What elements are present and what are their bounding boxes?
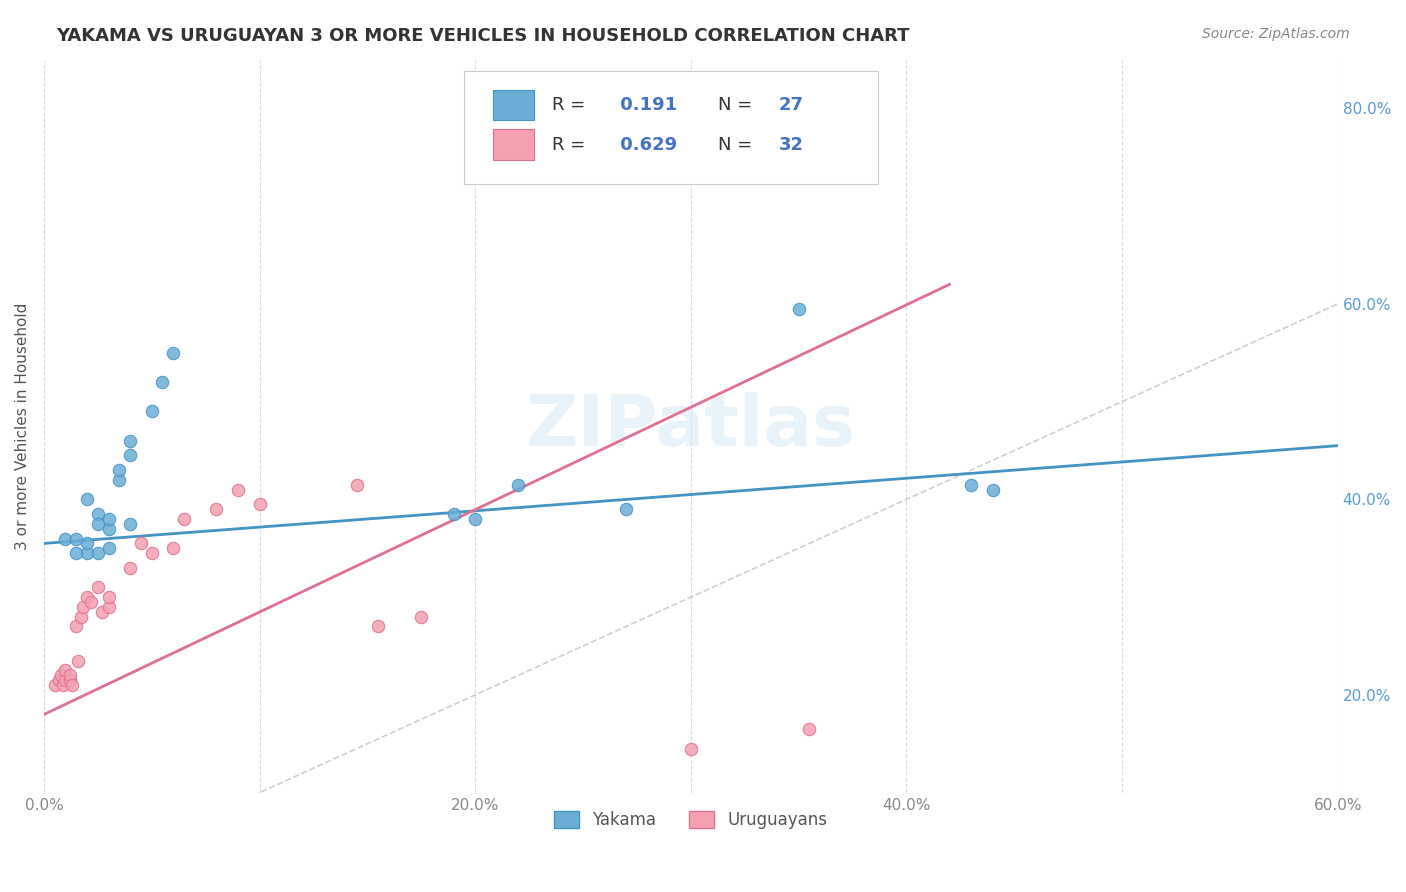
Point xyxy=(49,668,72,682)
Point xyxy=(464,512,486,526)
Point xyxy=(48,673,70,688)
FancyBboxPatch shape xyxy=(494,129,534,160)
Point xyxy=(960,477,983,491)
Text: 0.191: 0.191 xyxy=(614,96,678,114)
Point xyxy=(152,375,174,389)
Point xyxy=(44,678,66,692)
Point xyxy=(65,532,87,546)
Point xyxy=(65,619,87,633)
Point xyxy=(80,595,103,609)
Point xyxy=(97,512,120,526)
Point xyxy=(76,536,98,550)
Text: YAKAMA VS URUGUAYAN 3 OR MORE VEHICLES IN HOUSEHOLD CORRELATION CHART: YAKAMA VS URUGUAYAN 3 OR MORE VEHICLES I… xyxy=(56,27,910,45)
Point xyxy=(508,477,530,491)
Point xyxy=(367,619,389,633)
Point xyxy=(97,541,120,556)
Text: N =: N = xyxy=(718,136,758,153)
Text: N =: N = xyxy=(718,96,758,114)
Point xyxy=(97,590,120,604)
Point xyxy=(108,463,131,477)
Point xyxy=(120,449,142,463)
Point xyxy=(87,581,110,595)
Point xyxy=(76,546,98,560)
Point xyxy=(87,546,110,560)
Point xyxy=(173,512,195,526)
Text: R =: R = xyxy=(553,136,592,153)
Point xyxy=(52,678,75,692)
Text: ZIPatlas: ZIPatlas xyxy=(526,392,856,460)
Point xyxy=(76,492,98,507)
Point xyxy=(162,541,184,556)
Point xyxy=(55,664,77,678)
Y-axis label: 3 or more Vehicles in Household: 3 or more Vehicles in Household xyxy=(15,302,30,549)
Point xyxy=(141,546,163,560)
Legend: Yakama, Uruguayans: Yakama, Uruguayans xyxy=(547,804,834,836)
Point xyxy=(346,477,368,491)
Point xyxy=(162,346,184,360)
Point xyxy=(55,673,77,688)
Point xyxy=(65,546,87,560)
Point xyxy=(97,522,120,536)
Point xyxy=(60,678,83,692)
Point xyxy=(59,668,82,682)
Point xyxy=(108,473,131,487)
Point xyxy=(120,561,142,575)
Text: R =: R = xyxy=(553,96,592,114)
Point xyxy=(141,404,163,418)
Point xyxy=(59,673,82,688)
Point xyxy=(614,502,637,516)
Point xyxy=(443,507,465,521)
Point xyxy=(69,609,91,624)
Point xyxy=(55,532,77,546)
Point xyxy=(249,497,271,511)
Text: Source: ZipAtlas.com: Source: ZipAtlas.com xyxy=(1202,27,1350,41)
Text: 32: 32 xyxy=(779,136,804,153)
Point xyxy=(799,722,821,736)
Point xyxy=(120,516,142,531)
Point xyxy=(87,516,110,531)
Point xyxy=(76,590,98,604)
Text: 0.629: 0.629 xyxy=(614,136,678,153)
Text: 27: 27 xyxy=(779,96,804,114)
FancyBboxPatch shape xyxy=(464,70,879,185)
Point xyxy=(91,605,114,619)
Point xyxy=(226,483,249,497)
Point xyxy=(120,434,142,448)
Point xyxy=(679,741,702,756)
Point xyxy=(205,502,228,516)
Point xyxy=(129,536,152,550)
Point xyxy=(67,654,90,668)
Point xyxy=(981,483,1004,497)
Point xyxy=(87,507,110,521)
Point xyxy=(97,599,120,614)
Point xyxy=(787,301,810,316)
Point xyxy=(411,609,433,624)
FancyBboxPatch shape xyxy=(494,90,534,120)
Point xyxy=(72,599,94,614)
